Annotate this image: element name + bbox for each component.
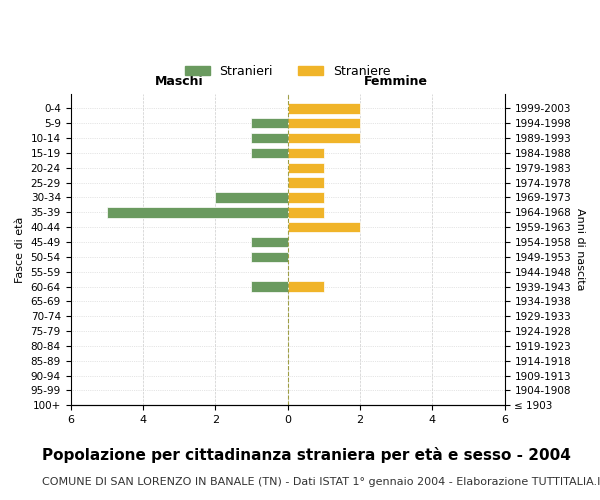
Bar [287,207,324,218]
Bar [287,178,324,188]
Legend: Stranieri, Straniere: Stranieri, Straniere [179,60,395,82]
Y-axis label: Fasce di età: Fasce di età [15,216,25,282]
Bar [287,222,360,232]
Text: Maschi: Maschi [155,74,203,88]
Bar [251,282,287,292]
Bar [251,237,287,247]
Bar [107,207,287,218]
Bar [287,148,324,158]
Bar [287,133,360,143]
Text: Femmine: Femmine [364,74,428,88]
Bar [251,118,287,128]
Bar [287,282,324,292]
Bar [251,148,287,158]
Bar [287,162,324,173]
Bar [287,192,324,202]
Text: Popolazione per cittadinanza straniera per età e sesso - 2004: Popolazione per cittadinanza straniera p… [42,447,571,463]
Bar [215,192,287,202]
Text: COMUNE DI SAN LORENZO IN BANALE (TN) - Dati ISTAT 1° gennaio 2004 - Elaborazione: COMUNE DI SAN LORENZO IN BANALE (TN) - D… [42,477,600,487]
Y-axis label: Anni di nascita: Anni di nascita [575,208,585,291]
Bar [251,133,287,143]
Bar [251,252,287,262]
Bar [287,103,360,114]
Bar [287,118,360,128]
